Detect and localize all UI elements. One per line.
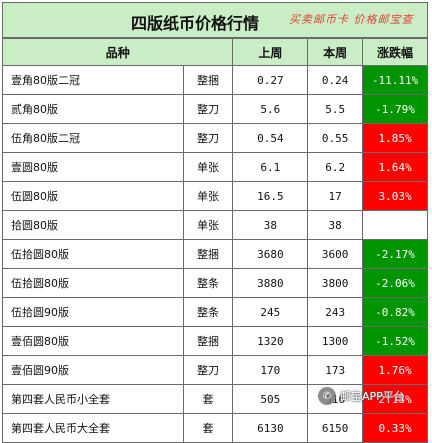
row-name: 伍圆80版 bbox=[2, 181, 184, 211]
row-name: 壹佰圆90版 bbox=[2, 355, 184, 385]
row-unit: 单张 bbox=[182, 152, 234, 182]
row-unit: 整捆 bbox=[182, 65, 234, 95]
table-row: 第四套人民币小全套套5055162.18% bbox=[2, 384, 428, 414]
row-this-week: 1300 bbox=[307, 326, 364, 356]
row-unit: 单张 bbox=[182, 181, 234, 211]
row-change: -0.82% bbox=[362, 297, 428, 327]
row-unit: 整捆 bbox=[182, 326, 234, 356]
row-this-week: 3600 bbox=[307, 239, 364, 269]
header-change: 涨跌幅 bbox=[362, 38, 428, 66]
row-change: -11.11% bbox=[362, 65, 428, 95]
row-unit: 整刀 bbox=[182, 355, 234, 385]
row-last-week: 3880 bbox=[232, 268, 309, 298]
row-unit: 整刀 bbox=[182, 123, 234, 153]
row-change: 2.18% bbox=[362, 384, 428, 414]
row-change: -1.52% bbox=[362, 326, 428, 356]
row-this-week: 0.24 bbox=[307, 65, 364, 95]
row-change: 3.03% bbox=[362, 181, 428, 211]
row-unit: 套 bbox=[182, 384, 234, 414]
table-row: 壹圆80版 单张 6.1 6.2 1.64% bbox=[2, 152, 428, 182]
row-last-week: 170 bbox=[232, 355, 309, 385]
header-this-week: 本周 bbox=[307, 38, 364, 66]
row-unit: 单张 bbox=[182, 210, 234, 240]
row-name: 伍拾圆80版 bbox=[2, 239, 184, 269]
row-name: 拾圆80版 bbox=[2, 210, 184, 240]
header-name: 品种 bbox=[1, 38, 234, 66]
row-name: 伍角80版二冠 bbox=[2, 123, 184, 153]
header-row: 品种 上周 本周 涨跌幅 bbox=[1, 38, 428, 66]
row-change: 0.33% bbox=[362, 413, 428, 443]
table-row: 壹佰圆90版 整刀 170 173 1.76% bbox=[2, 355, 428, 385]
row-last-week: 38 bbox=[232, 210, 309, 240]
row-last-week: 6.1 bbox=[232, 152, 309, 182]
header-last-week: 上周 bbox=[232, 38, 309, 66]
row-last-week: 0.54 bbox=[232, 123, 309, 153]
row-change bbox=[362, 210, 428, 240]
row-last-week: 1320 bbox=[232, 326, 309, 356]
row-name: 壹佰圆80版 bbox=[2, 326, 184, 356]
row-this-week: 0.55 bbox=[307, 123, 364, 153]
title-bar: 四版纸币价格行情 买卖邮币卡 价格邮宝查 bbox=[2, 2, 428, 38]
row-this-week: 38 bbox=[307, 210, 364, 240]
row-change: -2.06% bbox=[362, 268, 428, 298]
table-row: 伍拾圆90版 整条 245 243 -0.82% bbox=[2, 297, 428, 327]
table-row: 壹佰圆80版 整捆 1320 1300 -1.52% bbox=[2, 326, 428, 356]
row-this-week: 5.5 bbox=[307, 94, 364, 124]
row-this-week: 17 bbox=[307, 181, 364, 211]
table-row: 贰角80版 整刀 5.6 5.5 -1.79% bbox=[2, 94, 428, 124]
row-this-week: 3800 bbox=[307, 268, 364, 298]
row-unit: 套 bbox=[182, 413, 234, 443]
watermark: ✆ 邮宝APP平台 bbox=[318, 384, 428, 408]
row-name: 伍拾圆80版 bbox=[2, 268, 184, 298]
row-last-week: 6130 bbox=[232, 413, 309, 443]
row-this-week: 6150 bbox=[307, 413, 364, 443]
row-change: 1.76% bbox=[362, 355, 428, 385]
row-name: 壹角80版二冠 bbox=[2, 65, 184, 95]
sheet-title: 四版纸币价格行情 bbox=[131, 14, 260, 33]
row-last-week: 3680 bbox=[232, 239, 309, 269]
table-row: 第四套人民币大全套套 6130 6150 0.33% bbox=[2, 413, 428, 443]
row-change: -2.17% bbox=[362, 239, 428, 269]
price-table: 品种 上周 本周 涨跌幅 壹角80版二冠 整捆 0.27 0.24 -11.11% 贰角8… bbox=[1, 38, 428, 443]
slogan-text: 买卖邮币卡 价格邮宝查 bbox=[289, 13, 414, 26]
row-unit: 整刀 bbox=[182, 94, 234, 124]
table-row: 伍圆80版 单张 16.5 17 3.03% bbox=[2, 181, 428, 211]
table-row: 拾圆80版 单张 38 38 bbox=[2, 210, 428, 240]
row-last-week: 16.5 bbox=[232, 181, 309, 211]
table-row: 壹角80版二冠 整捆 0.27 0.24 -11.11% bbox=[2, 65, 428, 95]
row-last-week: 5.6 bbox=[232, 94, 309, 124]
table-row: 伍拾圆80版 整捆 3680 3600 -2.17% bbox=[2, 239, 428, 269]
wechat-icon: ✆ bbox=[318, 387, 336, 405]
table-row: 伍角80版二冠 整刀 0.54 0.55 1.85% bbox=[2, 123, 428, 153]
row-this-week: 243 bbox=[307, 297, 364, 327]
row-last-week: 245 bbox=[232, 297, 309, 327]
row-change: 1.85% bbox=[362, 123, 428, 153]
row-unit: 整条 bbox=[182, 268, 234, 298]
row-unit: 整条 bbox=[182, 297, 234, 327]
row-name: 第四套人民币小全套 bbox=[2, 384, 184, 414]
row-this-week: 173 bbox=[307, 355, 364, 385]
row-last-week: 505 bbox=[232, 384, 309, 414]
table-row: 伍拾圆80版 整条 3880 3800 -2.06% bbox=[2, 268, 428, 298]
row-last-week: 0.27 bbox=[232, 65, 309, 95]
watermark-text: 邮宝APP平台 bbox=[340, 390, 405, 403]
row-change: -1.79% bbox=[362, 94, 428, 124]
row-this-week: 6.2 bbox=[307, 152, 364, 182]
row-name: 贰角80版 bbox=[2, 94, 184, 124]
row-name: 第四套人民币大全套 bbox=[2, 413, 184, 443]
row-unit: 整捆 bbox=[182, 239, 234, 269]
row-change: 1.64% bbox=[362, 152, 428, 182]
row-name: 壹圆80版 bbox=[2, 152, 184, 182]
row-name: 伍拾圆90版 bbox=[2, 297, 184, 327]
